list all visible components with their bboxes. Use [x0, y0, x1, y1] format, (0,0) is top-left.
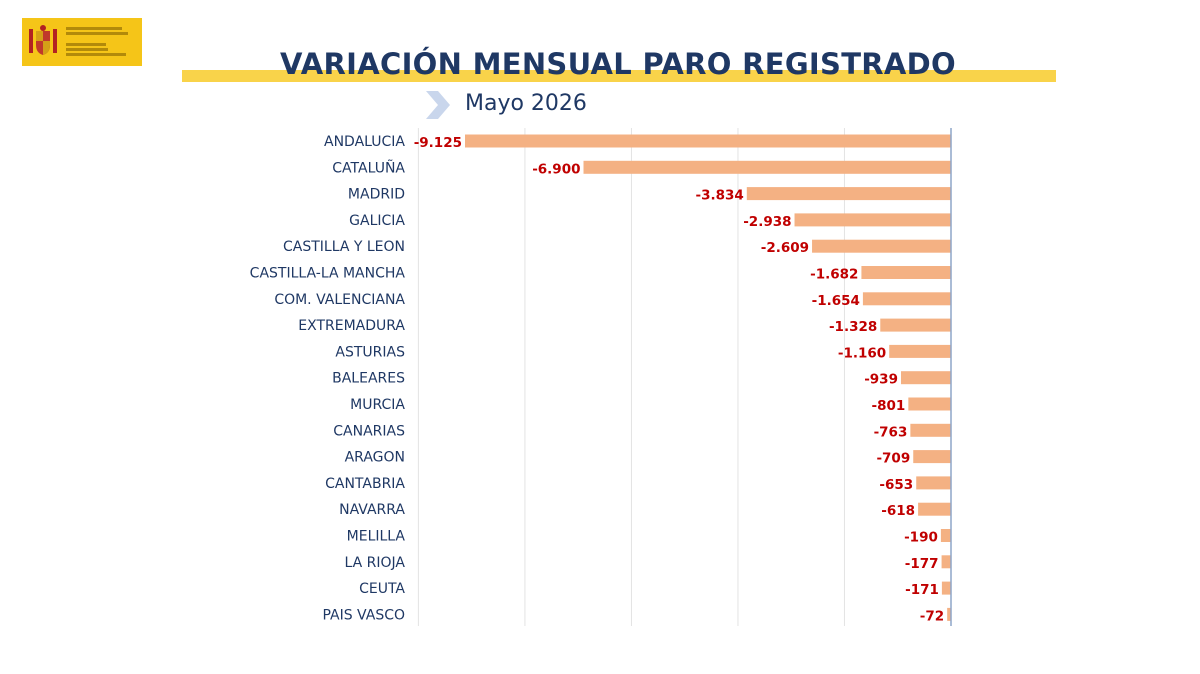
category-label: CASTILLA Y LEON	[283, 239, 405, 255]
logo-text-line	[66, 32, 128, 35]
value-label: -3.834	[695, 188, 743, 204]
bar	[941, 581, 951, 595]
government-logo	[22, 18, 142, 66]
category-label: BALEARES	[332, 371, 405, 387]
logo-text-line	[66, 43, 106, 46]
value-label: -653	[879, 477, 913, 493]
category-label: CANARIAS	[333, 423, 405, 439]
bar	[941, 555, 951, 569]
logo-text-line	[66, 48, 108, 51]
value-label: -763	[874, 424, 908, 440]
bar	[794, 213, 951, 227]
value-label: -190	[904, 530, 938, 546]
bar	[910, 423, 951, 437]
chevron-right-icon	[426, 91, 450, 119]
bar	[862, 292, 951, 306]
bar	[880, 318, 951, 332]
category-label: CANTABRIA	[325, 476, 405, 492]
category-label: PAIS VASCO	[322, 607, 405, 623]
category-label: CATALUÑA	[332, 159, 405, 176]
bar	[746, 187, 951, 201]
value-label: -177	[905, 556, 939, 572]
value-label: -171	[905, 582, 939, 598]
category-label: MADRID	[348, 187, 405, 203]
bar	[918, 502, 951, 516]
category-label: MELILLA	[347, 529, 406, 545]
category-label: NAVARRA	[339, 502, 405, 518]
logo-text-line	[66, 27, 122, 30]
coat-of-arms-icon	[29, 25, 57, 55]
bar	[947, 607, 951, 621]
value-label: -1.328	[829, 319, 877, 335]
bar	[940, 529, 951, 542]
category-label: CEUTA	[359, 581, 405, 597]
value-label: -1.654	[812, 293, 860, 309]
category-label: ARAGON	[345, 450, 405, 466]
value-label: -709	[876, 451, 910, 467]
category-label: MURCIA	[350, 397, 405, 413]
value-label: -9.125	[414, 135, 462, 151]
value-label: -1.160	[838, 345, 886, 361]
value-label: -618	[881, 503, 915, 519]
bar	[889, 344, 951, 358]
bar	[861, 266, 951, 279]
subtitle: Mayo 2026	[465, 91, 587, 116]
bar	[900, 371, 951, 385]
logo-text-line	[66, 53, 126, 56]
bar	[812, 239, 951, 253]
bar	[908, 397, 951, 411]
category-label: EXTREMADURA	[298, 318, 405, 334]
value-label: -2.938	[743, 214, 791, 230]
title-underline-bar	[182, 70, 1056, 82]
bar	[913, 450, 951, 464]
category-label: GALICIA	[349, 213, 405, 229]
category-label: COM. VALENCIANA	[274, 292, 405, 308]
category-label: CASTILLA-LA MANCHA	[250, 266, 406, 282]
category-label: ANDALUCIA	[324, 134, 405, 150]
bar	[583, 160, 951, 174]
bar	[916, 476, 951, 490]
bar	[465, 134, 951, 148]
value-label: -801	[872, 398, 906, 414]
value-label: -2.609	[761, 240, 809, 256]
page-title: VARIACIÓN MENSUAL PARO REGISTRADO	[280, 47, 956, 81]
value-label: -939	[864, 372, 898, 388]
category-label: ASTURIAS	[335, 344, 405, 360]
category-label: LA RIOJA	[345, 555, 406, 571]
value-label: -1.682	[810, 267, 858, 283]
value-label: -6.900	[532, 161, 580, 177]
value-label: -72	[920, 608, 944, 624]
